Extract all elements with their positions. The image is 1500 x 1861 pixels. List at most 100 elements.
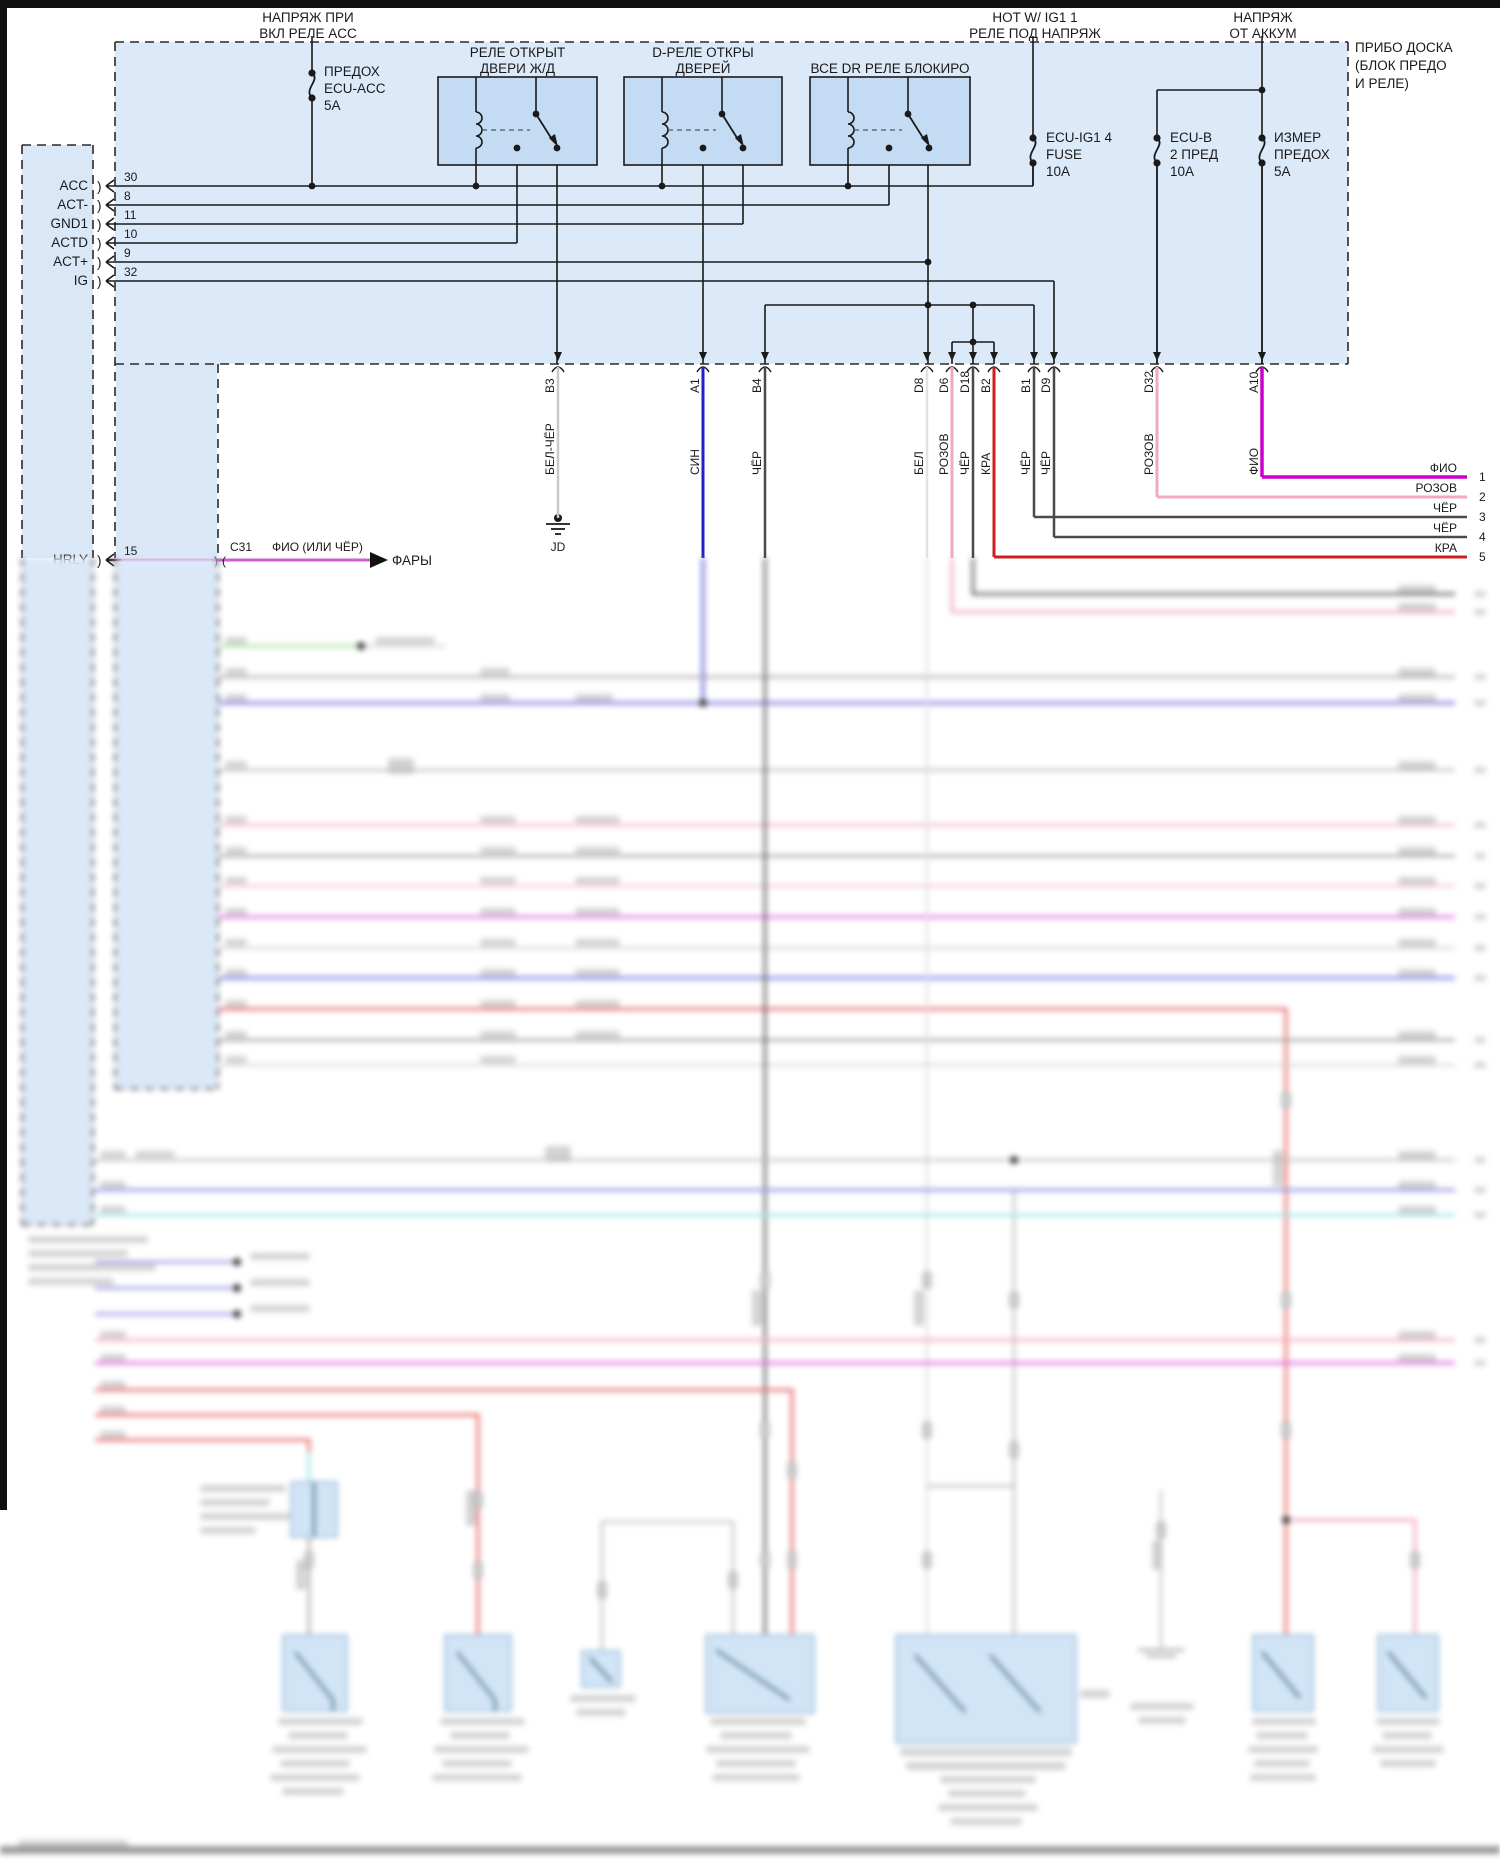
drop-color-label: СИН [688,449,702,475]
drop-color-label: БЕЛ-ЧЁР [543,423,557,475]
blurred-text-smudge [1474,1187,1486,1193]
relay-box [809,76,971,166]
connector-pin-ig: IG) 32 [74,265,138,289]
header-batt-line1: НАПРЯЖ [1233,10,1293,25]
blurred-text-smudge [906,1762,1066,1770]
fuse-ecu-acc-label: ПРЕДОХ [324,64,380,79]
pin-arrow-icon [105,198,122,212]
blurred-text-smudge [1138,1717,1186,1724]
output-1: ФИО 1 [1262,461,1486,484]
output-wires: ФИО 1 РОЗОВ 2 ЧЁР 3 ЧЁР 4 КРА 5 [994,461,1486,564]
inner-column-fill-lower [116,558,217,1089]
top-headers: НАПРЯЖ ПРИ ВКЛ РЕЛЕ ACC HOT W/ IG1 1 РЕЛ… [259,10,1296,41]
exit-arrow-icon [699,352,707,361]
blurred-text-smudge [1130,1703,1194,1710]
blurred-component-box [895,1634,1077,1744]
blurred-text-smudge [28,1264,156,1271]
blurred-text-smudge [1398,908,1436,916]
blurred-text-smudge [1474,767,1486,773]
blurred-text-smudge [706,1746,810,1753]
pin-bracket: ) [97,236,102,251]
blurred-text-smudge [434,1746,529,1753]
blurred-text-smudge [1474,853,1486,859]
ground-jd-label: JD [551,540,566,554]
pin-name: ACC [59,178,88,193]
blurred-text-smudge [100,1151,126,1158]
exit-arrow-icon [1050,352,1058,361]
blurred-text-smudge [270,1774,360,1781]
blurred-text-smudge [1474,1337,1486,1343]
blurred-text-smudge [1474,975,1486,981]
pin-bracket: ) [97,217,102,232]
blurred-component-box [1377,1634,1439,1712]
blurred-text-smudge [288,1732,348,1739]
blurred-text-smudge [100,1206,126,1213]
drop-color-label: ЧЁР [1019,451,1033,475]
pin-number: 9 [124,246,131,260]
pin-bracket: ) [97,179,102,194]
drop-d6: D6 РОЗОВ [937,352,959,558]
blurred-text-smudge [1474,822,1486,828]
blurred-text-smudge [752,1290,762,1326]
blurred-text-smudge [225,969,247,976]
drop-b2: B2 КРА [979,352,1001,557]
blurred-text-smudge [1474,1062,1486,1068]
ground-jd: JD [546,514,570,554]
relay-d-unlock-doors-title2: ДВЕРЕЙ [676,61,731,76]
pin-number: 30 [124,170,138,184]
blurred-text-smudge [575,1031,620,1038]
blurred-text-smudge [272,1746,367,1753]
blurred-component-box [705,1634,815,1714]
connector-pin-act-: ACT-) 8 [57,189,131,213]
drop-pin-label: B3 [543,378,557,393]
blurred-tick [597,1581,607,1599]
blurred-wire [971,558,1455,596]
relay-box [623,76,783,166]
blurred-text-smudge [1474,700,1486,706]
blurred-text-smudge [948,1790,1026,1797]
exit-arrow-icon [761,352,769,361]
fuse-ecu-acc: ПРЕДОХ ECU-ACC 5A [308,36,386,186]
output-color-label: ЧЁР [1433,521,1457,535]
blurred-text-smudge [710,1718,806,1725]
blurred-component-box [1252,1634,1314,1712]
exit-arrow-icon [1153,352,1161,361]
blurred-text-smudge [914,1290,924,1326]
blurred-text-smudge [480,877,516,884]
drop-color-label: ФИО [1247,448,1261,475]
fuse-ecu-b-label: ECU-B [1170,130,1212,145]
pin-number: 10 [124,227,138,241]
drop-color-label: ЧЁР [750,451,764,475]
relay-switch-arm-icon [535,113,554,142]
output-color-label: ФИО [1430,461,1457,475]
blurred-text-smudge [1250,1774,1316,1781]
blurred-wire [600,1520,735,1651]
connector-pin-gnd1: GND1) 11 [50,208,136,232]
scan-edge-top [0,0,1500,8]
blurred-text-smudge [100,1354,126,1361]
drop-pin-label: D6 [937,377,951,393]
blurred-text-smudge [938,1804,1038,1811]
blurred-text-smudge [1254,1760,1310,1767]
blurred-tick [1281,1291,1291,1309]
blurred-text-smudge [100,1181,126,1188]
blurred-text-smudge [1152,1540,1162,1570]
relay-d-unlock-doors-title: D-РЕЛЕ ОТКРЫ [652,45,753,60]
pin-bracket: ) [97,274,102,289]
blurred-text-smudge [100,1331,126,1338]
blurred-wire [95,1438,311,1452]
blurred-tick [787,1461,797,1479]
header-ig1-line2: РЕЛЕ ПОД НАПРЯЖ [969,26,1101,41]
headlamps-arrow-icon [370,552,388,568]
blurred-component-boxes [282,1481,1439,1744]
blurred-component-box [290,1481,338,1538]
drop-d9: D9 ЧЁР [1039,352,1061,537]
blurred-dot [233,1284,241,1292]
blurred-text-smudge [480,816,516,823]
exit-arrow-icon [1030,352,1038,361]
blurred-text-smudge [1474,674,1486,680]
blurred-text-smudge [1398,816,1436,824]
relay-all-door-lock-title: ВСЕ DR РЕЛЕ БЛОКИРО [811,61,970,76]
exit-arrow-icon [1258,352,1266,361]
